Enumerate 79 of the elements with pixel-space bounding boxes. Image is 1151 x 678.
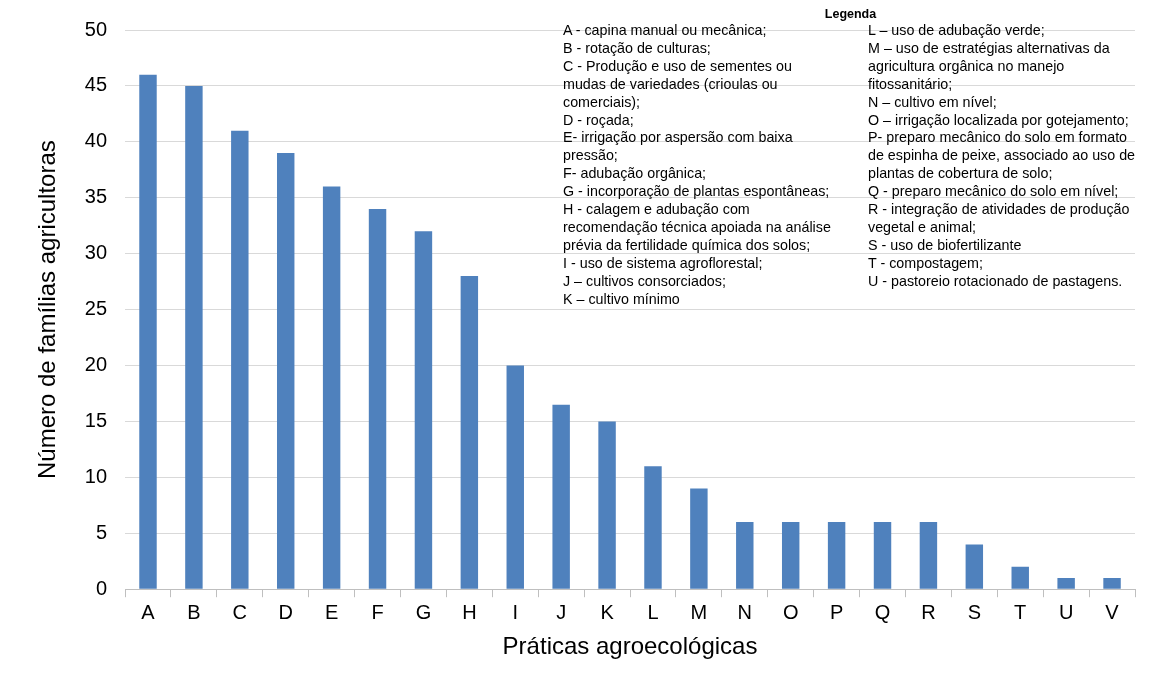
x-tick-label: B — [187, 600, 201, 623]
x-tick-label: D — [278, 600, 293, 623]
y-tick-label: 40 — [84, 129, 108, 152]
bar — [736, 522, 754, 589]
x-tick-label: I — [512, 600, 519, 623]
bar — [781, 522, 800, 589]
y-tick-label: 25 — [84, 297, 108, 320]
x-tick-label: R — [921, 600, 936, 623]
x-tick-label: K — [600, 600, 615, 623]
bar — [965, 544, 984, 589]
y-tick-label: 5 — [95, 520, 108, 543]
y-tick-label: 30 — [84, 241, 108, 264]
x-tick-label: A — [141, 600, 156, 623]
x-tick-label: E — [324, 600, 339, 623]
bar — [139, 74, 157, 589]
bar — [1103, 578, 1121, 589]
bar — [598, 421, 616, 589]
annotation: J – cultivos consorciados; — [563, 272, 727, 291]
y-tick-label: 35 — [84, 185, 108, 208]
annotation: F- adubação orgânica; — [563, 165, 708, 184]
annotation: G - incorporação de plantas espontâneas; — [563, 183, 831, 202]
bar — [873, 522, 892, 589]
bar — [552, 404, 570, 589]
y-tick-label: 45 — [84, 73, 108, 96]
x-tick-label: T — [1014, 600, 1027, 623]
annotation: R - integração de atividades de produção vegetal e animal; — [868, 201, 1131, 237]
y-axis-title: Número de famílias agricultoras — [33, 140, 61, 480]
bar — [644, 466, 662, 589]
y-tick-label: 50 — [84, 17, 108, 40]
x-tick-label: F — [371, 600, 384, 623]
bar — [506, 365, 524, 589]
x-tick-label: H — [462, 600, 477, 623]
bar — [185, 85, 203, 589]
y-tick-label: 0 — [95, 576, 108, 599]
annotation: T - compostagem; — [868, 254, 984, 273]
y-tick-label: 20 — [84, 353, 108, 376]
annotation: O – irrigação localizada por gotejamento; — [868, 111, 1130, 130]
annotation: Q - preparo mecânico do solo em nível; — [868, 183, 1120, 202]
annotation: A - capina manual ou mecânica; — [563, 22, 768, 40]
annotation: N – cultivo em nível; — [868, 93, 998, 112]
y-tick-label: 10 — [84, 464, 108, 487]
annotation: B - rotação de culturas; — [563, 39, 712, 58]
bar — [460, 276, 479, 589]
bar — [1057, 578, 1075, 589]
annotation: M – uso de estratégias alternativas da agricultura orgânica no manejo fitossanitário; — [868, 39, 1111, 94]
bar — [277, 153, 295, 589]
x-tick-label: U — [1058, 600, 1074, 623]
x-tick-label: P — [829, 600, 844, 623]
annotation: S - uso de biofertilizante — [868, 236, 1023, 255]
x-axis-title: Práticas agroecológicas — [502, 632, 758, 660]
bar — [322, 186, 341, 589]
bar — [231, 130, 249, 589]
annotation: K – cultivo mínimo — [563, 290, 681, 309]
bar — [919, 522, 938, 589]
annotation: C - Produção e uso de sementes ou mudas de variedades (crioulas ou comerciais); — [563, 57, 793, 112]
text: Legenda — [563, 6, 1138, 22]
x-tick-label: J — [556, 600, 567, 623]
bar — [827, 522, 846, 589]
bar — [368, 208, 387, 589]
x-tick-label: N — [737, 600, 753, 623]
x-tick-label: C — [232, 600, 248, 623]
annotation: L – uso de adubação verde; — [868, 22, 1046, 40]
x-tick-label: S — [967, 600, 981, 623]
annotation: P- preparo mecânico do solo em formato de espinha de peixe, associado ao uso de plantas de cobertura de solo; — [868, 129, 1136, 184]
x-tick-label: O — [782, 600, 799, 623]
x-tick-label: L — [647, 600, 659, 623]
annotation: I - uso de sistema agroflorestal; — [563, 254, 764, 273]
annotation: E- irrigação por aspersão com baixa pressão; — [563, 129, 794, 166]
bar — [1011, 566, 1029, 589]
x-tick-label: G — [415, 600, 432, 623]
bar — [414, 231, 433, 589]
bar — [690, 488, 708, 589]
y-tick-label: 15 — [84, 408, 108, 431]
x-tick-label: M — [690, 600, 708, 623]
annotation: H - calagem e adubação com recomendação técnica apoiada na análise prévia da fertilidade química dos solos; — [563, 201, 831, 255]
x-tick-label: Q — [874, 600, 891, 623]
annotation: U - pastoreio rotacionado de pastagens. — [868, 272, 1124, 291]
x-tick-label: V — [1105, 600, 1120, 623]
annotation: D - roçada; — [563, 111, 635, 130]
